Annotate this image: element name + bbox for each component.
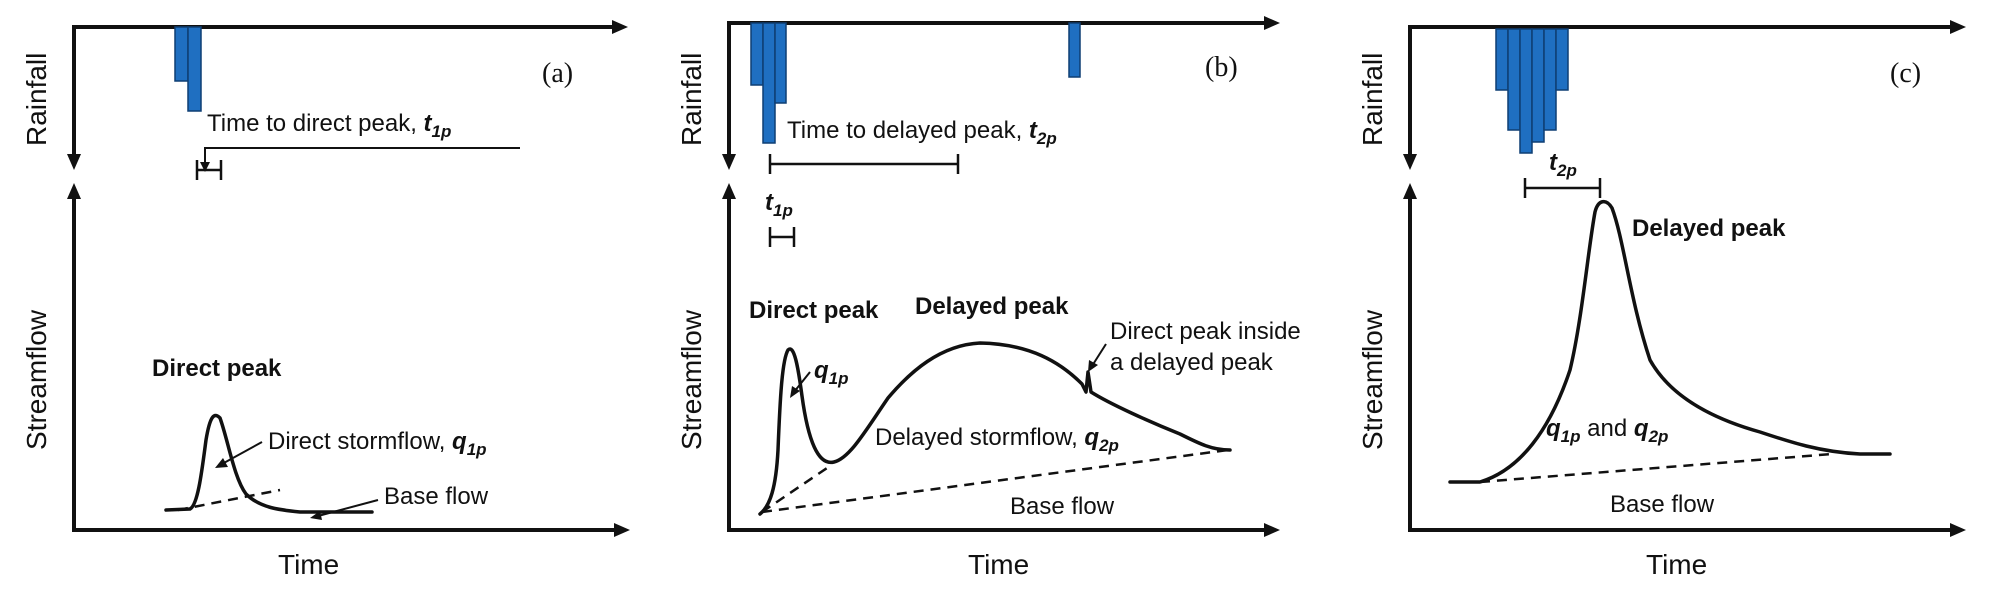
rain-bar xyxy=(750,22,764,86)
t1p-label: t1p xyxy=(765,189,793,220)
rain-bar xyxy=(174,26,189,82)
rain-bar xyxy=(1519,28,1533,154)
leader-line xyxy=(204,147,520,166)
axis-arrowhead-icon xyxy=(1403,183,1417,199)
baseflow-label: Base flow xyxy=(1010,493,1115,520)
rain-bar xyxy=(774,22,787,104)
leader-arrowhead-icon xyxy=(200,162,210,172)
rain-bar xyxy=(1531,28,1545,143)
rain-bar xyxy=(187,26,202,112)
leader-arrowhead-icon xyxy=(215,458,228,468)
direct-peak-label: Direct peak xyxy=(749,297,879,324)
time-to-peak-label: Time to direct peak, t1p xyxy=(207,110,451,141)
time-to-peak-label: Time to delayed peak, t2p xyxy=(787,117,1057,148)
rainfall-axis-label: Rainfall xyxy=(676,53,707,146)
direct-hydrograph xyxy=(164,413,374,514)
axis-arrowhead-icon xyxy=(1950,523,1966,537)
inside-peak-label-line2: a delayed peak xyxy=(1110,349,1274,376)
rainfall-axis-label: Rainfall xyxy=(21,53,52,146)
stormflow-label: Direct stormflow, q1p xyxy=(268,428,487,459)
panel-tag: (b) xyxy=(1205,52,1238,83)
axis-arrowhead-icon xyxy=(722,154,736,170)
rain-bar xyxy=(1068,22,1081,78)
axis-arrowhead-icon xyxy=(722,183,736,199)
axis-arrowhead-icon xyxy=(67,154,81,170)
inside-peak-leader xyxy=(1091,343,1107,367)
axis-arrowhead-icon xyxy=(1403,154,1417,170)
rain-bar xyxy=(1495,28,1509,91)
direct-separation-line xyxy=(761,464,831,514)
baseflow-separation-line xyxy=(761,448,1229,514)
hydrograph xyxy=(1448,199,1892,484)
baseflow-leader xyxy=(317,499,379,517)
delayed-peak-label: Delayed peak xyxy=(915,293,1069,320)
axis-arrowhead-icon xyxy=(614,523,630,537)
axis-arrowhead-icon xyxy=(1950,20,1966,34)
time-axis-label: Time xyxy=(278,549,339,580)
q1p-q2p-label: q1p and q2p xyxy=(1546,415,1668,446)
leader-arrowhead-icon xyxy=(310,511,322,520)
baseflow-label: Base flow xyxy=(384,483,489,510)
rain-bar xyxy=(1555,28,1569,91)
panel-tag: (c) xyxy=(1890,58,1921,89)
q1p-label: q1p xyxy=(814,357,849,388)
time-axis-label: Time xyxy=(1646,549,1707,580)
stormflow-label: Delayed stormflow, q2p xyxy=(875,424,1119,455)
axis-arrowhead-icon xyxy=(1264,16,1280,30)
hydrograph xyxy=(758,341,1232,516)
rainfall-axis-label: Rainfall xyxy=(1357,53,1388,146)
rain-bar xyxy=(1543,28,1557,131)
t2p-label: t2p xyxy=(1549,149,1577,180)
panel-a: (a) Rainfall Time to direct peak, t1p St… xyxy=(21,20,630,580)
leader-arrowhead-icon xyxy=(1088,360,1098,372)
panel-c: (c) Rainfall t2p Streamflow Time Delayed… xyxy=(1357,20,1966,580)
rain-bar xyxy=(1507,28,1521,131)
panel-tag: (a) xyxy=(542,58,573,89)
axis-arrowhead-icon xyxy=(612,20,628,34)
axis-arrowhead-icon xyxy=(67,183,81,199)
delayed-peak-label: Delayed peak xyxy=(1632,215,1786,242)
inside-peak-label-line1: Direct peak inside xyxy=(1110,318,1301,345)
stormflow-leader xyxy=(221,441,263,465)
baseflow-separation-line xyxy=(1479,452,1833,484)
panel-b: (b) Rainfall Time to delayed peak, t2p t… xyxy=(676,16,1301,580)
baseflow-separation-line xyxy=(177,488,281,512)
time-axis-label: Time xyxy=(968,549,1029,580)
rain-bar xyxy=(762,22,776,144)
streamflow-axis-label: Streamflow xyxy=(1357,309,1388,450)
streamflow-axis-label: Streamflow xyxy=(21,309,52,450)
baseflow-label: Base flow xyxy=(1610,491,1715,518)
streamflow-axis-label: Streamflow xyxy=(676,309,707,450)
direct-peak-label: Direct peak xyxy=(152,355,282,382)
leader-arrowhead-icon xyxy=(790,386,800,398)
q1p-leader xyxy=(793,371,811,393)
axis-arrowhead-icon xyxy=(1264,523,1280,537)
